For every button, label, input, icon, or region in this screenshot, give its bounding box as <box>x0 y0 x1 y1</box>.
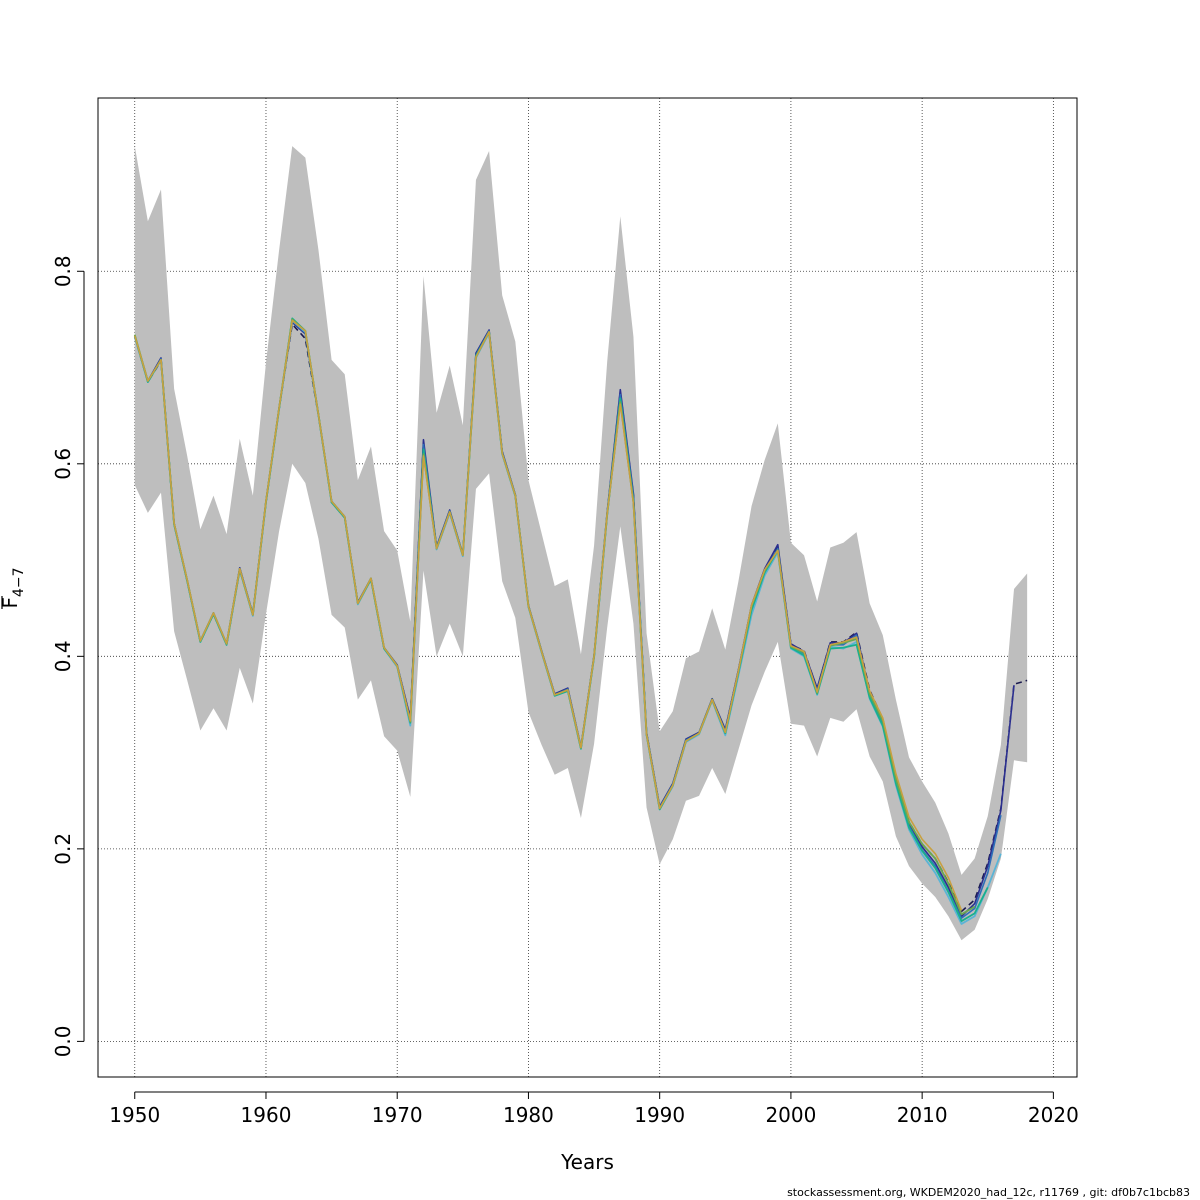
x-tick-label: 1970 <box>372 1103 423 1127</box>
x-tick-label: 2000 <box>765 1103 816 1127</box>
y-tick-label: 0.0 <box>51 1025 75 1057</box>
series-lines <box>133 317 1028 925</box>
x-tick-label: 1950 <box>109 1103 160 1127</box>
footer-credit: stockassessment.org, WKDEM2020_had_12c, … <box>787 1186 1190 1199</box>
y-axis-title-sub: 4−7 <box>11 567 27 597</box>
y-tick-label: 0.4 <box>51 640 75 672</box>
x-tick-label: 1980 <box>503 1103 554 1127</box>
confidence-band-area <box>134 146 1028 941</box>
series-line-6 <box>133 319 963 911</box>
y-tick-label: 0.2 <box>51 833 75 865</box>
y-axis: 0.0 0.2 0.4 0.6 0.8 <box>51 255 85 1057</box>
x-axis-title: Years <box>560 1150 614 1174</box>
x-tick-label: 2020 <box>1028 1103 1079 1127</box>
plot-frame <box>97 97 1078 1078</box>
x-tick-label: 1960 <box>241 1103 292 1127</box>
y-axis-title-main: F <box>0 597 22 609</box>
confidence-band <box>134 146 1028 941</box>
x-tick-label: 1990 <box>634 1103 685 1127</box>
y-axis-title: F4−7 <box>0 567 27 608</box>
y-tick-label: 0.8 <box>51 255 75 287</box>
x-tick-label: 2010 <box>897 1103 948 1127</box>
x-axis: 1950 1960 1970 1980 1990 2000 2010 2020 <box>109 1091 1079 1127</box>
y-tick-label: 0.6 <box>51 448 75 480</box>
